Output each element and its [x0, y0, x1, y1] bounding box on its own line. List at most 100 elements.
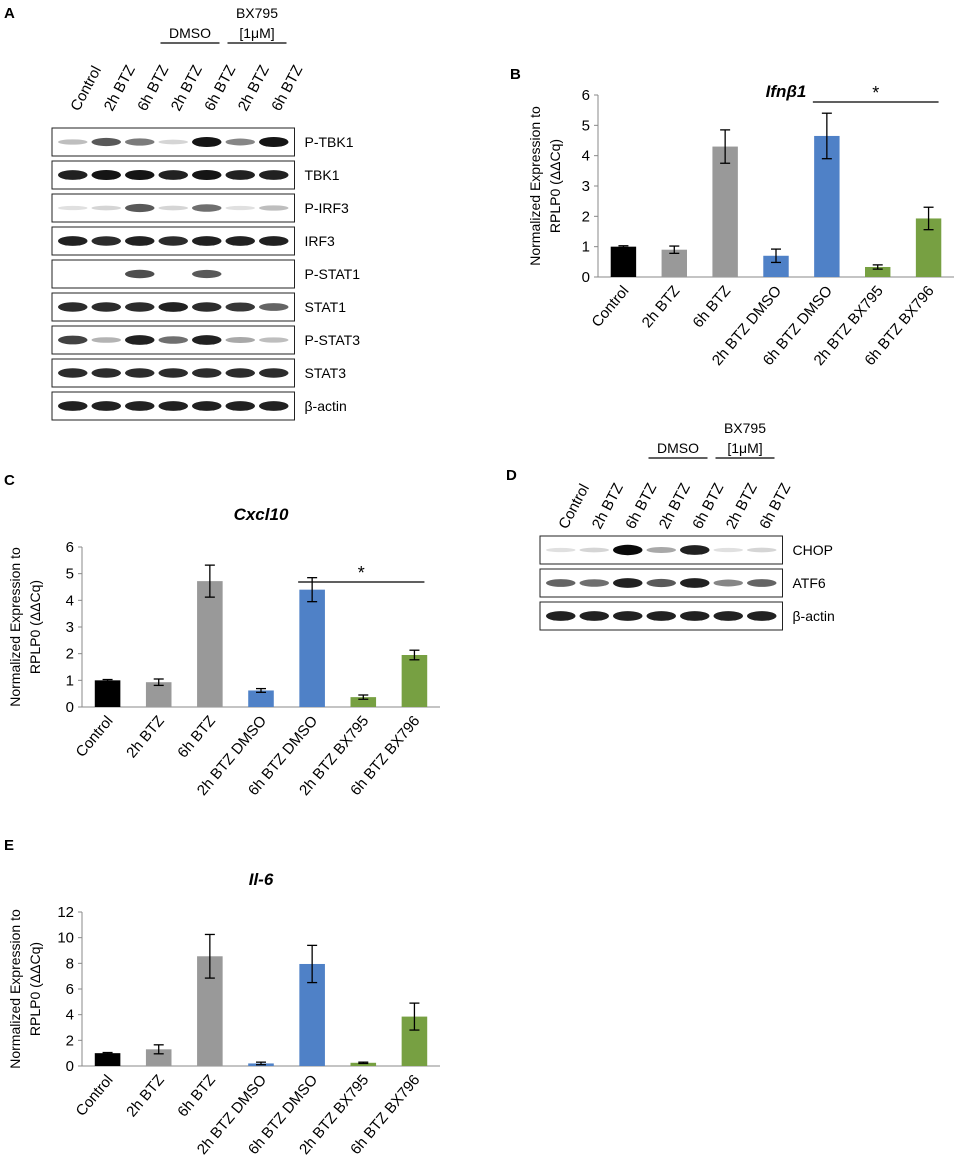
blot-band	[125, 368, 155, 378]
y-axis-label: Normalized Expression to	[7, 547, 23, 707]
y-tick-label: 3	[66, 619, 74, 636]
y-tick-label: 8	[66, 955, 74, 972]
lane-label: 6h BTZ	[756, 480, 794, 531]
blot-band	[225, 302, 255, 312]
chart-panel-e: E Il-6 0 2 4 6 8 10 12 Normalized Expression to RP…	[4, 837, 440, 1158]
blot-band	[158, 170, 188, 180]
y-axis-label: Normalized Expression to	[7, 909, 23, 1069]
chart-title: Cxcl10	[234, 505, 289, 524]
blot-band	[546, 579, 576, 587]
blot-band	[225, 138, 255, 146]
blot-band	[259, 303, 289, 311]
y-axis-label: RPLP0 (ΔΔCq)	[547, 139, 563, 233]
blot-band	[546, 611, 576, 621]
bar	[248, 690, 274, 707]
panel-letter: A	[4, 5, 15, 22]
blot-band	[713, 579, 743, 587]
blot-band	[158, 139, 188, 145]
y-tick-label: 1	[66, 672, 74, 689]
bar	[197, 581, 223, 707]
y-tick-label: 6	[66, 539, 74, 556]
blot-row-label: STAT3	[305, 365, 347, 381]
bar	[350, 1062, 377, 1066]
blot-band	[58, 335, 88, 345]
blot-band	[58, 236, 88, 246]
blot-band	[192, 169, 222, 181]
blot-band	[579, 547, 609, 553]
blot-row-label: IRF3	[305, 233, 336, 249]
y-tick-label: 0	[582, 269, 590, 286]
blot-band	[158, 336, 188, 344]
blot-band	[91, 137, 121, 147]
bar	[401, 655, 428, 707]
x-tick-label: Control	[73, 713, 117, 761]
blot-band	[225, 236, 255, 246]
blot-band	[192, 204, 222, 212]
blot-band	[58, 170, 88, 180]
blot-row-label: ATF6	[793, 575, 826, 591]
blot-band	[646, 578, 676, 588]
lane-label: Control	[555, 481, 593, 532]
significance-star: *	[358, 563, 365, 583]
blot-band	[158, 302, 188, 312]
x-tick-label: Control	[73, 1072, 117, 1120]
blot-band	[713, 547, 743, 553]
blot-band	[646, 547, 676, 553]
blot-band	[91, 401, 121, 411]
panel-letter: D	[506, 467, 517, 484]
bar	[145, 682, 172, 707]
blot-row-label: TBK1	[305, 167, 340, 183]
blot-band	[646, 611, 676, 621]
panel-letter: B	[510, 66, 521, 83]
x-tick-label: 2h BTZ	[639, 283, 684, 332]
blot-row-label: β-actin	[305, 398, 347, 414]
blot-band	[192, 136, 222, 148]
blot-band	[192, 302, 222, 312]
blot-band	[579, 611, 609, 621]
blot-band	[225, 337, 255, 343]
blot-band	[158, 401, 188, 411]
lane-label: Control	[67, 63, 105, 114]
bar	[94, 1053, 121, 1066]
bar	[94, 680, 121, 707]
blot-band	[91, 236, 121, 246]
y-tick-label: 0	[66, 1058, 74, 1075]
y-tick-label: 5	[66, 566, 74, 583]
x-tick-label: 6h BTZ	[690, 283, 735, 332]
bar	[814, 135, 840, 277]
x-tick-label: 2h BTZ	[123, 1072, 168, 1121]
blot-row-label: P-IRF3	[305, 200, 350, 216]
blot-band	[158, 236, 188, 246]
group-sublabel: [1μM]	[727, 440, 762, 456]
blot-band	[225, 368, 255, 378]
blot-row-label: CHOP	[793, 542, 833, 558]
bar	[763, 255, 789, 277]
blot-band	[125, 203, 155, 213]
blot-band	[58, 302, 88, 312]
blot-band	[125, 302, 155, 312]
blot-band	[192, 401, 222, 411]
y-tick-label: 0	[66, 699, 74, 716]
y-tick-label: 4	[66, 1007, 74, 1024]
y-tick-label: 1	[582, 239, 590, 256]
x-tick-label: Control	[588, 283, 632, 331]
blot-band	[91, 205, 121, 211]
blot-row-label: β-actin	[793, 608, 835, 624]
y-tick-label: 2	[582, 208, 590, 225]
blot-band	[125, 335, 155, 345]
blot-band	[259, 205, 289, 211]
blot-band	[747, 611, 777, 621]
blot-row-label: P-TBK1	[305, 134, 354, 150]
y-tick-label: 5	[582, 117, 590, 134]
blot-band	[613, 611, 643, 621]
y-tick-label: 4	[582, 148, 590, 165]
bar	[145, 1049, 172, 1066]
group-sublabel: [1μM]	[239, 25, 274, 41]
blot-band	[91, 368, 121, 378]
blot-band	[91, 337, 121, 343]
blot-band	[225, 401, 255, 411]
bar	[610, 246, 637, 277]
bar	[350, 697, 377, 707]
